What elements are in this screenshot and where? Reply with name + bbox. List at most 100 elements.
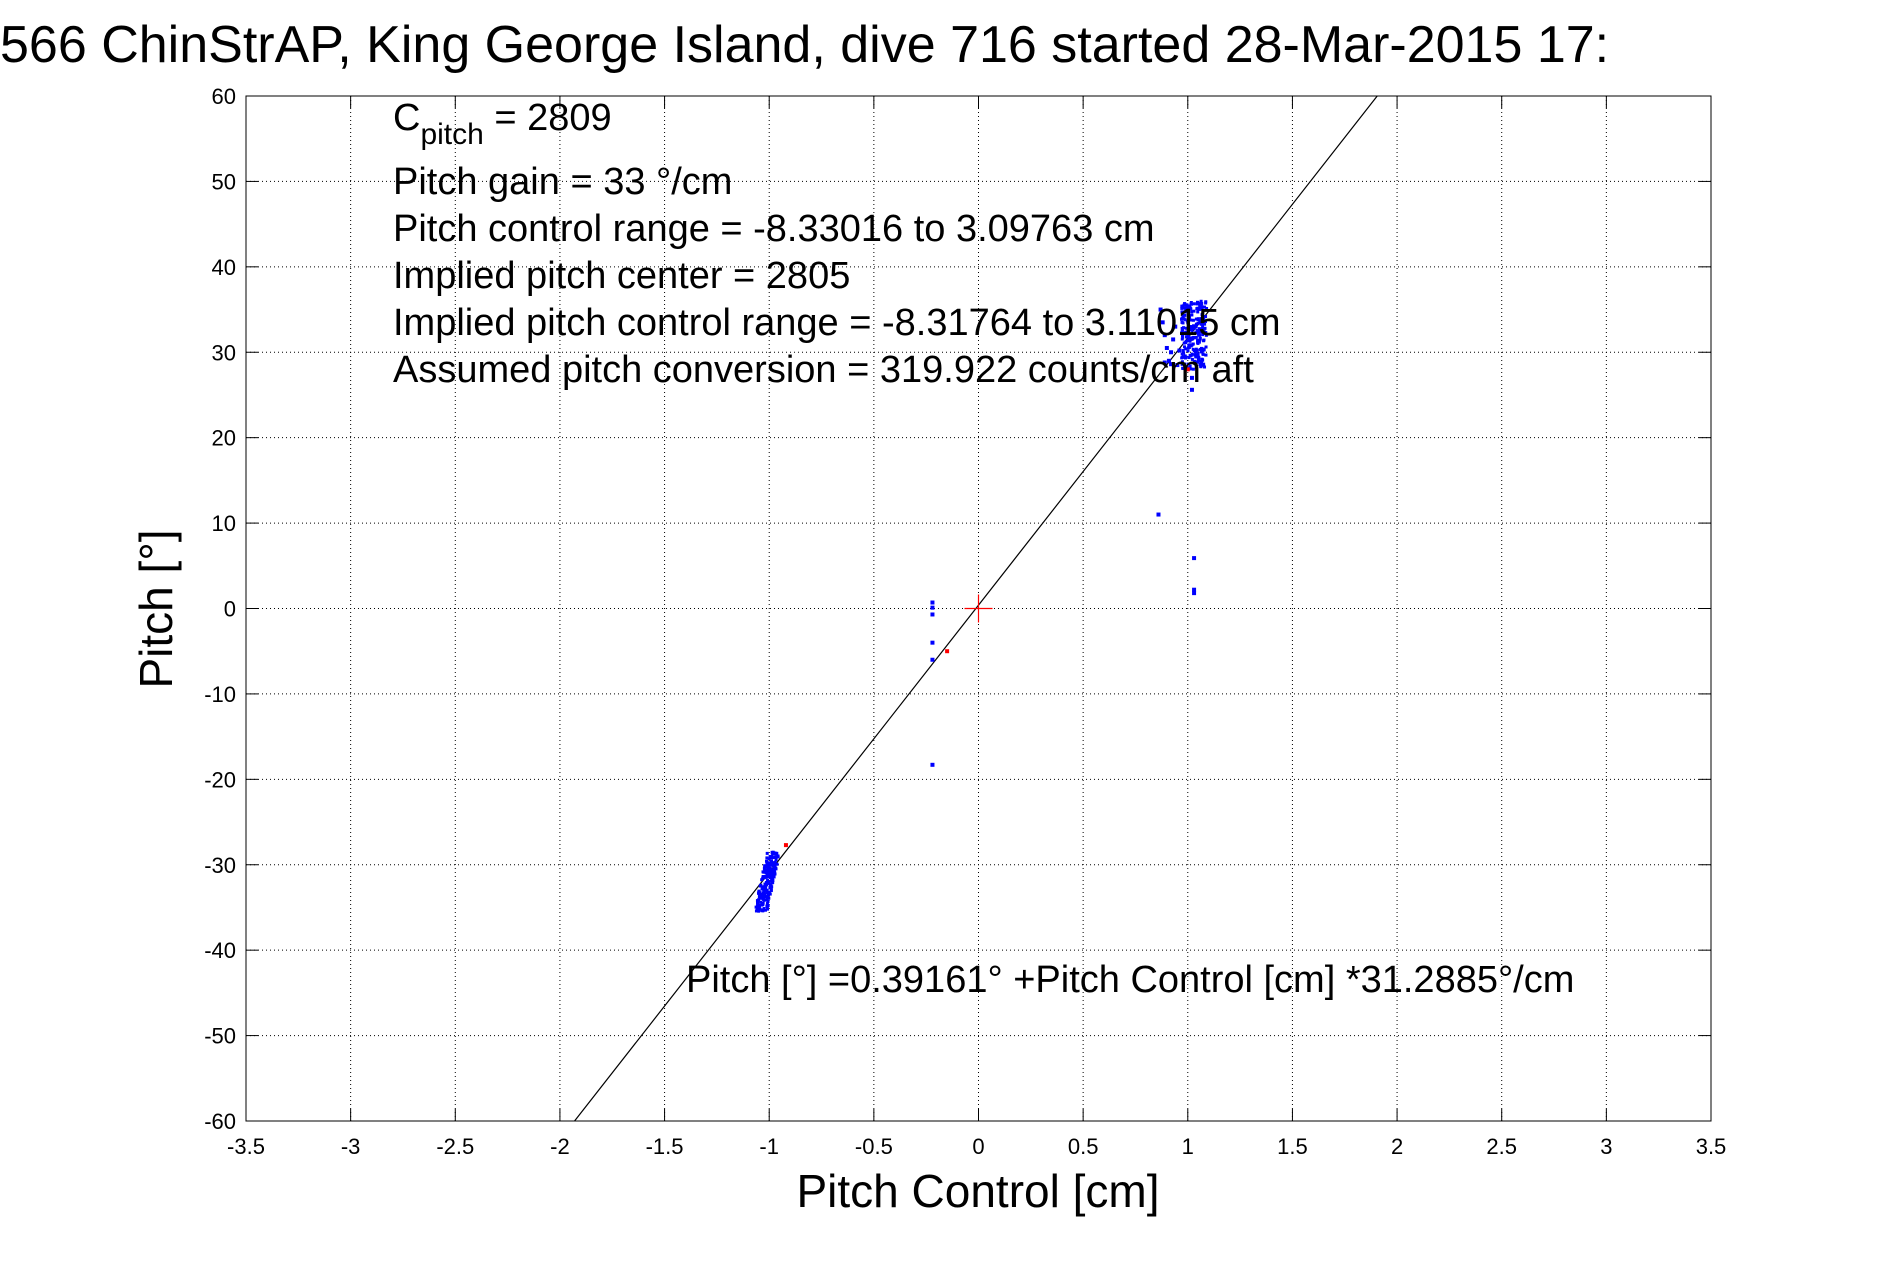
cluster-point (1182, 345, 1186, 349)
cluster-point (761, 885, 765, 889)
cluster-point (1201, 320, 1205, 324)
cluster-point (1180, 310, 1184, 314)
cluster-point (1187, 356, 1191, 360)
cluster-point (1197, 356, 1201, 360)
cluster-point (776, 855, 780, 859)
cluster-point (1198, 307, 1202, 311)
cluster-point (1196, 358, 1200, 362)
data-point (1156, 512, 1161, 517)
cluster-point (759, 883, 763, 887)
x-tick-label: 0 (972, 1134, 984, 1159)
cluster-point (1194, 350, 1198, 354)
cluster-point (1191, 318, 1195, 322)
data-point (1192, 591, 1197, 596)
cluster-point (765, 851, 769, 855)
cluster (1180, 299, 1209, 371)
cluster-point (770, 868, 774, 872)
cluster-point (767, 896, 771, 900)
cluster-point (1190, 325, 1194, 329)
data-point (1192, 587, 1197, 592)
data-point (930, 762, 935, 767)
cluster-point (1204, 331, 1208, 335)
cluster-point (1187, 313, 1191, 317)
data-point (930, 605, 935, 610)
cluster-point (1180, 360, 1184, 364)
cluster-point (764, 880, 768, 884)
cluster-point (1205, 306, 1209, 310)
cluster-point (1180, 337, 1184, 341)
cluster-point (1188, 339, 1192, 343)
cluster-point (756, 909, 760, 913)
c-pitch-value: = 2809 (484, 97, 612, 139)
data-point (930, 612, 935, 617)
cluster-point (1194, 322, 1198, 326)
cluster-point (1180, 332, 1184, 336)
cluster-point (773, 872, 777, 876)
cluster-point (1187, 328, 1191, 332)
cluster-point (762, 907, 766, 911)
cluster-point (1196, 318, 1200, 322)
cluster-point (772, 867, 776, 871)
cluster-point (766, 899, 770, 903)
cluster-point (1197, 327, 1201, 331)
data-point (930, 640, 935, 645)
cluster-point (1183, 313, 1187, 317)
cluster-point (1204, 315, 1208, 319)
y-tick-label: -60 (204, 1109, 236, 1134)
annotation-pitch-gain: Pitch gain = 33 °/cm (393, 161, 732, 203)
cluster-point (1200, 312, 1204, 316)
cluster-point (1182, 306, 1186, 310)
cluster-point (1189, 302, 1193, 306)
cluster-point (769, 859, 773, 863)
cluster-point (1194, 347, 1198, 351)
cluster-point (770, 881, 774, 885)
cluster-point (1181, 355, 1185, 359)
cluster-point (1195, 329, 1199, 333)
cluster-point (757, 903, 761, 907)
outlier-point (783, 843, 788, 848)
cluster-point (758, 896, 762, 900)
data-point (1189, 375, 1194, 380)
cluster-point (756, 901, 760, 905)
cluster-point (1191, 367, 1195, 371)
cluster-point (763, 886, 767, 890)
cluster-point (1186, 321, 1190, 325)
cluster-point (1187, 316, 1191, 320)
cluster-point (1201, 324, 1205, 328)
cluster-point (1192, 327, 1196, 331)
cluster-point (1186, 333, 1190, 337)
cluster-point (1187, 336, 1191, 340)
y-tick-label: -10 (204, 682, 236, 707)
data-point (930, 600, 935, 605)
cluster-point (1193, 359, 1197, 363)
y-tick-label: -30 (204, 853, 236, 878)
data-point (1162, 333, 1167, 338)
x-axis-label: Pitch Control [cm] (797, 1165, 1160, 1217)
cluster-point (1199, 321, 1203, 325)
cluster-point (1185, 335, 1189, 339)
y-tick-label: 10 (212, 511, 236, 536)
x-tick-label: 1 (1182, 1134, 1194, 1159)
cluster-point (757, 892, 761, 896)
x-tick-label: -3 (341, 1134, 361, 1159)
cluster-point (760, 887, 764, 891)
cluster-point (772, 856, 776, 860)
cluster-point (1182, 303, 1186, 307)
cluster-point (768, 886, 772, 890)
cluster-point (1198, 347, 1202, 351)
cluster-point (1192, 325, 1196, 329)
cluster-point (769, 889, 773, 893)
cluster-point (1181, 314, 1185, 318)
c-pitch-annotation: Cpitch = 2809 (393, 97, 612, 151)
y-tick-label: -20 (204, 767, 236, 792)
cluster-point (1192, 336, 1196, 340)
cluster-point (1180, 330, 1184, 334)
cluster-point (766, 869, 770, 873)
cluster-point (1201, 333, 1205, 337)
cluster-point (1203, 305, 1207, 309)
cluster-point (775, 851, 779, 855)
cluster-point (759, 893, 763, 897)
x-tick-label: 2.5 (1486, 1134, 1517, 1159)
cluster-point (770, 850, 774, 854)
